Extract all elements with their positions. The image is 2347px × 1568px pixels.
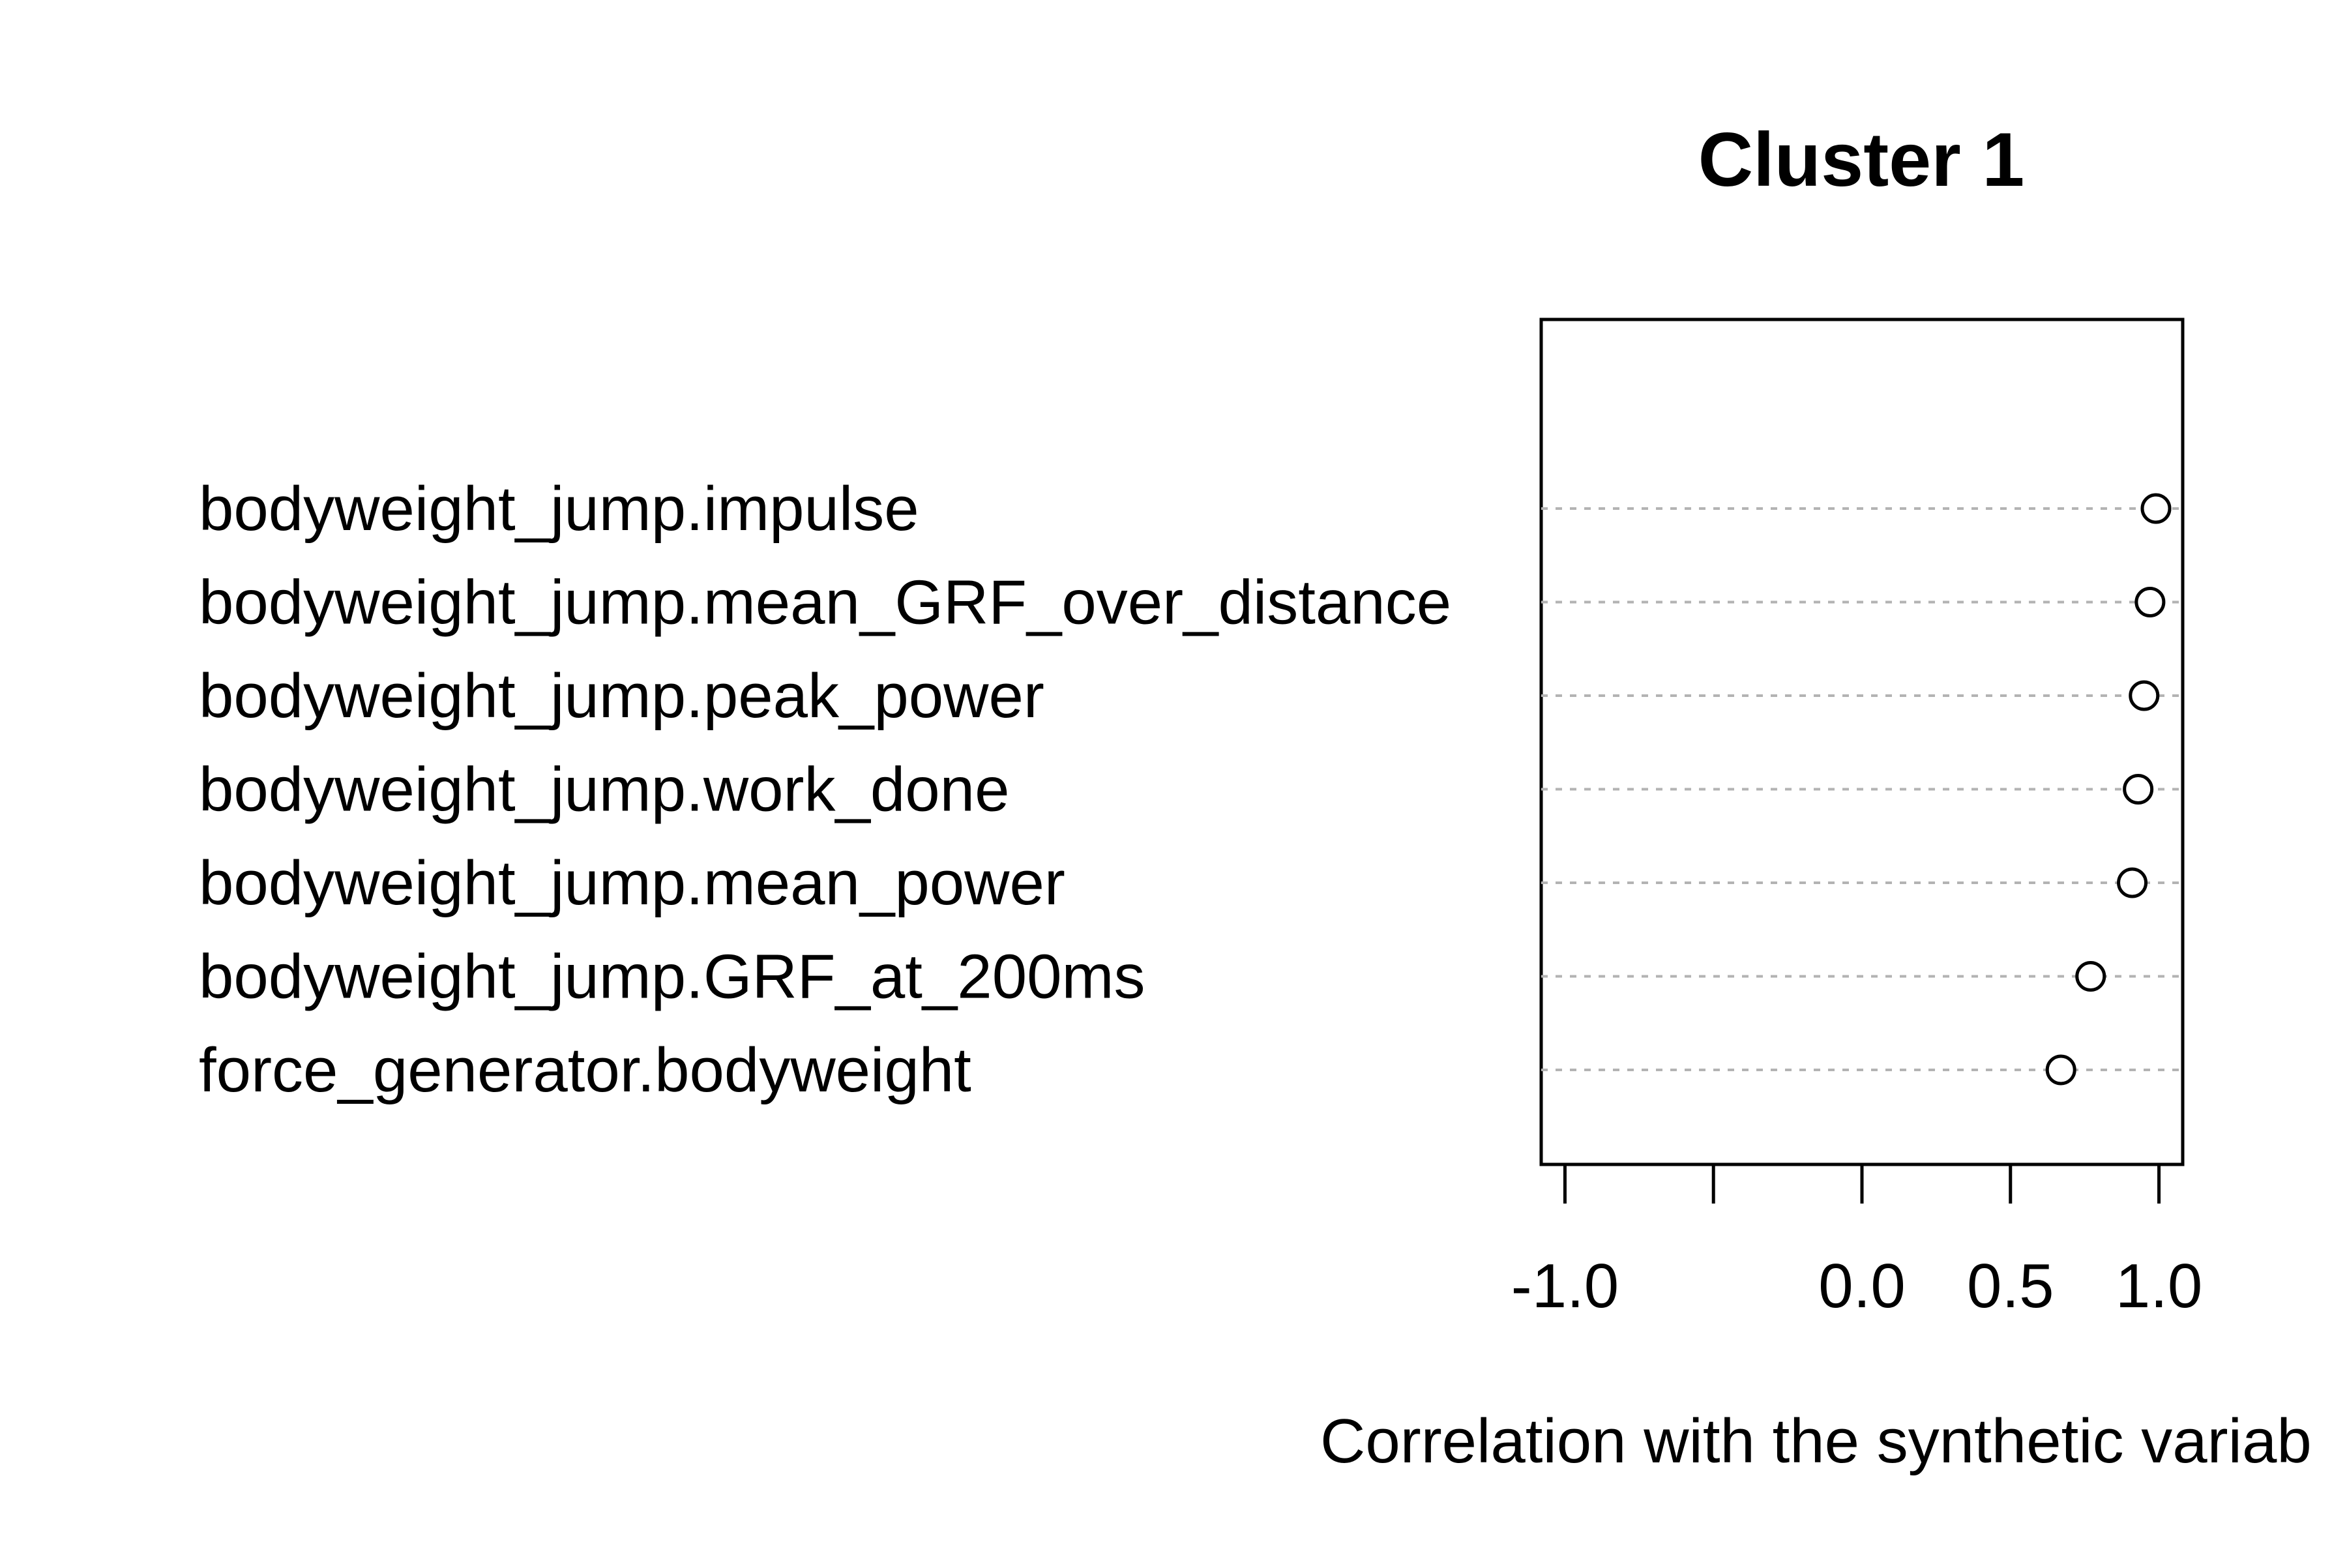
row-label: bodyweight_jump.peak_power (199, 661, 1044, 731)
row-label: force_generator.bodyweight (199, 1035, 971, 1105)
data-point (2140, 493, 2172, 524)
x-axis: -1.0 0.0 0.5 1.0 (1511, 1162, 2202, 1321)
data-point (2117, 867, 2148, 898)
row-label: bodyweight_jump.mean_power (199, 848, 1065, 918)
x-tick-label: 0.0 (1818, 1251, 1905, 1321)
x-tick-label: -1.0 (1511, 1251, 1619, 1321)
x-axis-label: Correlation with the synthetic variab (1320, 1406, 2312, 1476)
chart-title: Cluster 1 (1698, 117, 2025, 202)
plot-frame (1539, 318, 2185, 1166)
data-point (2134, 587, 2166, 617)
row-label: bodyweight_jump.mean_GRF_over_distance (199, 568, 1451, 638)
data-point (2075, 961, 2106, 992)
row-label: bodyweight_jump.GRF_at_200ms (199, 942, 1145, 1012)
row-label: bodyweight_jump.impulse (199, 474, 919, 544)
data-points (2045, 493, 2172, 1086)
data-point (2123, 774, 2154, 805)
grid-lines (1541, 507, 2183, 1071)
row-labels: bodyweight_jump.impulse bodyweight_jump.m… (199, 474, 1451, 1105)
row-label: bodyweight_jump.work_done (199, 755, 1009, 825)
data-point (2129, 680, 2160, 711)
x-tick-label: 0.5 (1967, 1251, 2054, 1321)
data-point (2045, 1054, 2076, 1086)
x-tick-label: 1.0 (2116, 1251, 2202, 1321)
